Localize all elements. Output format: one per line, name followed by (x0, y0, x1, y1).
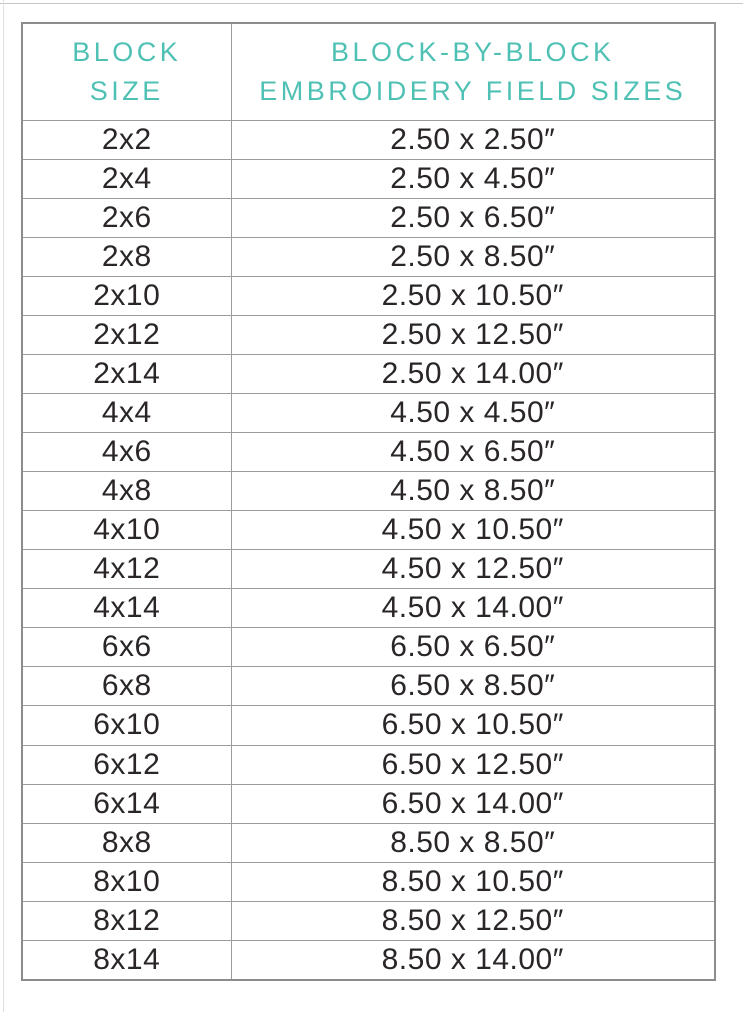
table-row: 6x6 6.50 x 6.50″ (21, 627, 716, 668)
table-row: 8x10 8.50 x 10.50″ (21, 861, 716, 902)
block-size-cell: 6x12 (21, 744, 232, 785)
field-size-cell: 6.50 x 12.50″ (230, 744, 716, 785)
block-size-cell: 2x4 (21, 158, 232, 199)
table-row: 2x4 2.50 x 4.50″ (21, 158, 716, 199)
header-line: SIZE (89, 75, 164, 106)
table-row: 4x14 4.50 x 14.00″ (21, 588, 716, 629)
block-size-cell: 2x14 (21, 353, 232, 394)
table-row: 2x12 2.50 x 12.50″ (21, 314, 716, 355)
field-size-cell: 4.50 x 4.50″ (230, 392, 716, 434)
field-size-cell: 4.50 x 10.50″ (230, 510, 716, 551)
block-size-cell: 2x8 (21, 236, 232, 277)
block-size-cell: 8x10 (21, 861, 232, 902)
block-size-cell: 4x8 (21, 471, 232, 512)
block-size-cell: 2x12 (21, 314, 232, 355)
field-size-cell: 2.50 x 2.50″ (230, 119, 716, 160)
table-row: 2x6 2.50 x 6.50″ (21, 197, 716, 238)
field-size-cell: 8.50 x 8.50″ (230, 822, 716, 863)
table-row: 2x8 2.50 x 8.50″ (21, 236, 716, 277)
header-row: BLOCK SIZE BLOCK-BY-BLOCK EMBROIDERY FIE… (21, 22, 716, 121)
table-row: 2x2 2.50 x 2.50″ (21, 119, 716, 160)
table-row: 4x6 4.50 x 6.50″ (21, 431, 716, 473)
field-size-cell: 2.50 x 8.50″ (230, 236, 716, 277)
col-header-block-size: BLOCK SIZE (21, 22, 232, 121)
block-size-cell: 4x4 (21, 392, 232, 434)
table-row: 4x10 4.50 x 10.50″ (21, 510, 716, 551)
table-row: 8x14 8.50 x 14.00″ (21, 939, 716, 981)
table-row: 4x8 4.50 x 8.50″ (21, 471, 716, 512)
block-size-cell: 8x8 (21, 822, 232, 863)
table-row: 6x10 6.50 x 10.50″ (21, 705, 716, 746)
table-row: 6x14 6.50 x 14.00″ (21, 783, 716, 824)
field-size-cell: 8.50 x 12.50″ (230, 900, 716, 941)
header-line: EMBROIDERY FIELD SIZES (259, 75, 687, 106)
left-edge-rule (3, 0, 4, 1012)
embroidery-field-size-table: BLOCK SIZE BLOCK-BY-BLOCK EMBROIDERY FIE… (21, 22, 716, 981)
block-size-cell: 6x14 (21, 783, 232, 824)
block-size-cell: 6x10 (21, 705, 232, 746)
block-size-cell: 6x6 (21, 627, 232, 668)
block-size-cell: 6x8 (21, 666, 232, 707)
table-body: 2x2 2.50 x 2.50″ 2x4 2.50 x 4.50″ 2x6 2.… (21, 119, 716, 981)
field-size-cell: 6.50 x 10.50″ (230, 705, 716, 746)
table-row: 8x12 8.50 x 12.50″ (21, 900, 716, 941)
block-size-cell: 4x12 (21, 549, 232, 590)
field-size-cell: 6.50 x 8.50″ (230, 666, 716, 707)
field-size-cell: 2.50 x 12.50″ (230, 314, 716, 355)
field-size-cell: 4.50 x 6.50″ (230, 431, 716, 473)
field-size-cell: 6.50 x 6.50″ (230, 627, 716, 668)
block-size-cell: 4x10 (21, 510, 232, 551)
field-size-cell: 6.50 x 14.00″ (230, 783, 716, 824)
table-row: 8x8 8.50 x 8.50″ (21, 822, 716, 863)
field-size-cell: 4.50 x 8.50″ (230, 471, 716, 512)
field-size-cell: 4.50 x 12.50″ (230, 549, 716, 590)
table-row: 4x12 4.50 x 12.50″ (21, 549, 716, 590)
block-size-cell: 8x14 (21, 939, 232, 981)
block-size-cell: 2x10 (21, 275, 232, 316)
block-size-cell: 2x6 (21, 197, 232, 238)
field-size-cell: 2.50 x 10.50″ (230, 275, 716, 316)
table-row: 6x12 6.50 x 12.50″ (21, 744, 716, 785)
field-size-cell: 4.50 x 14.00″ (230, 588, 716, 629)
header-line: BLOCK (72, 36, 182, 67)
top-edge-rule (0, 3, 743, 4)
table-row: 2x14 2.50 x 14.00″ (21, 353, 716, 394)
block-size-cell: 8x12 (21, 900, 232, 941)
field-size-cell: 8.50 x 10.50″ (230, 861, 716, 902)
block-size-cell: 4x14 (21, 588, 232, 629)
table-row: 2x10 2.50 x 10.50″ (21, 275, 716, 316)
field-size-cell: 8.50 x 14.00″ (230, 939, 716, 981)
block-size-cell: 2x2 (21, 119, 232, 160)
field-size-cell: 2.50 x 14.00″ (230, 353, 716, 394)
block-size-cell: 4x6 (21, 431, 232, 473)
field-size-cell: 2.50 x 4.50″ (230, 158, 716, 199)
header-line: BLOCK-BY-BLOCK (330, 36, 615, 67)
col-header-embroidery-field-sizes: BLOCK-BY-BLOCK EMBROIDERY FIELD SIZES (230, 22, 716, 121)
table-row: 4x4 4.50 x 4.50″ (21, 392, 716, 434)
table-row: 6x8 6.50 x 8.50″ (21, 666, 716, 707)
field-size-cell: 2.50 x 6.50″ (230, 197, 716, 238)
